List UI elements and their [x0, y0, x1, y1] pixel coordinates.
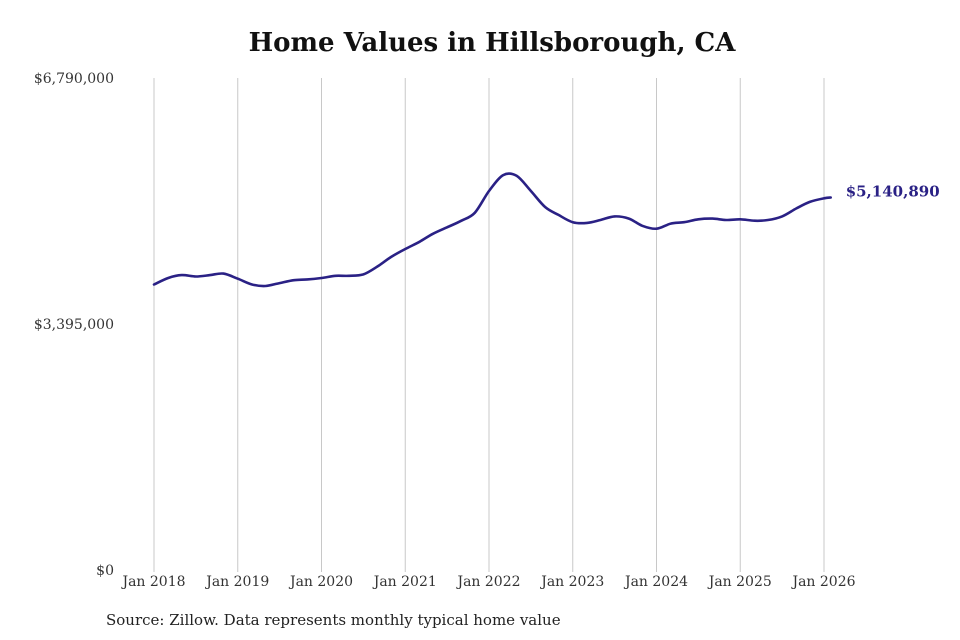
chart-title: Home Values in Hillsborough, CA: [248, 28, 736, 58]
y-tick-label: $3,395,000: [34, 317, 114, 333]
x-tick-label: Jan 2018: [120, 574, 185, 590]
grid-lines: [153, 78, 825, 572]
series-layer: [152, 172, 832, 288]
x-tick-label: Jan 2021: [372, 574, 437, 590]
x-tick-label: Jan 2020: [288, 574, 353, 590]
x-axis-ticks: Jan 2018 Jan 2019 Jan 2020 Jan 2021 Jan 2022…: [120, 574, 855, 590]
end-label-layer: $5,140,890: [846, 182, 940, 200]
y-tick-label: $0: [96, 563, 114, 579]
x-tick-label: Jan 2024: [623, 574, 688, 590]
x-tick-label: Jan 2023: [539, 574, 604, 590]
end-value-label: $5,140,890: [846, 182, 940, 200]
y-axis-ticks: $0 $3,395,000 $6,790,000: [34, 71, 114, 579]
x-tick-label: Jan 2019: [204, 574, 269, 590]
source-note: Source: Zillow. Data represents monthly …: [106, 611, 561, 629]
x-tick-label: Jan 2025: [707, 574, 772, 590]
x-tick-label: Jan 2026: [790, 574, 855, 590]
series-line: [152, 172, 832, 288]
x-tick-label: Jan 2022: [455, 574, 520, 590]
y-tick-label: $6,790,000: [34, 71, 114, 87]
